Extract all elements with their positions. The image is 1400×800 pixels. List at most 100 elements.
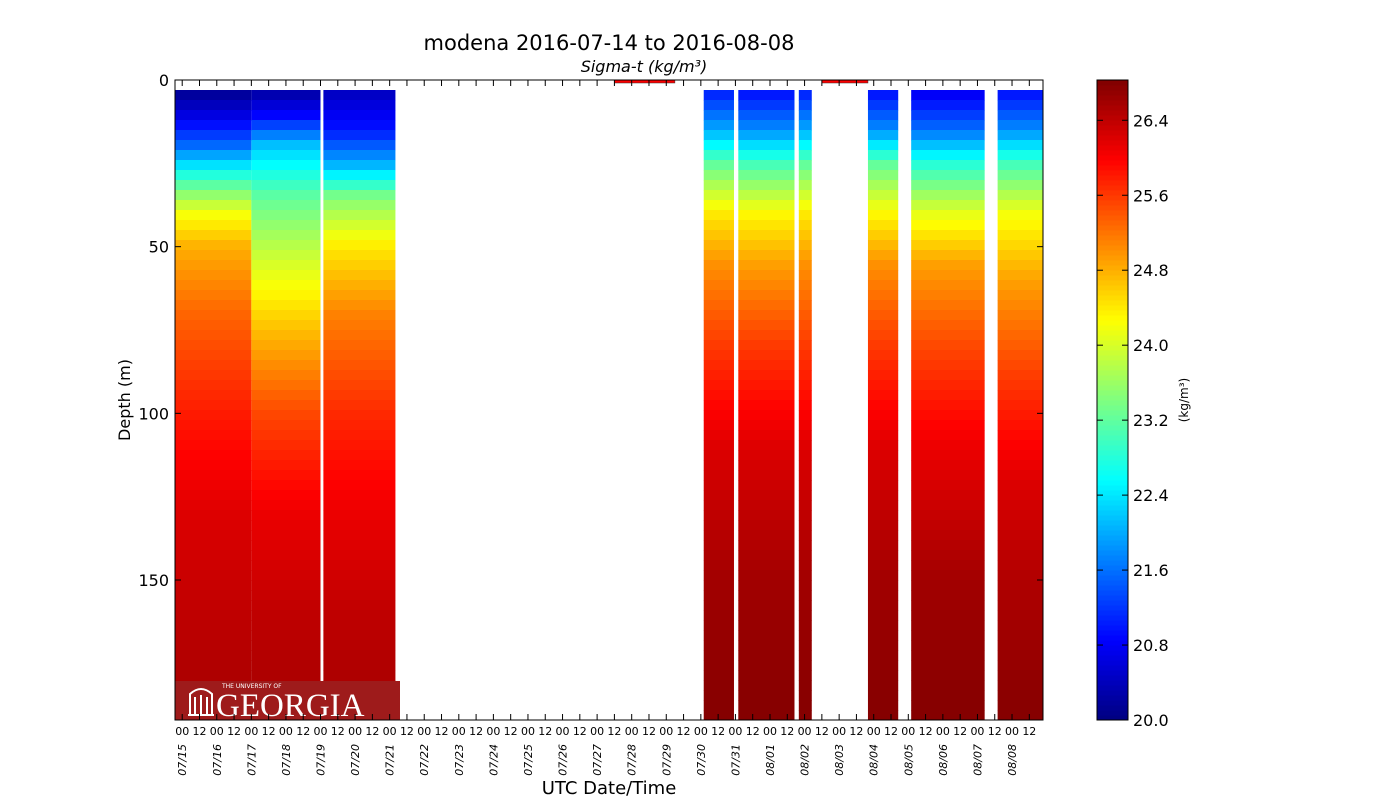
data-band bbox=[997, 550, 1043, 561]
colorbar-swatch bbox=[1097, 550, 1128, 556]
data-band bbox=[798, 380, 812, 391]
data-band bbox=[251, 600, 321, 611]
data-band bbox=[997, 130, 1043, 141]
data-band bbox=[251, 650, 321, 661]
data-band bbox=[867, 270, 899, 281]
data-band bbox=[997, 460, 1043, 471]
data-band bbox=[738, 370, 795, 381]
data-band bbox=[175, 170, 252, 181]
data-band bbox=[175, 360, 252, 371]
data-band bbox=[911, 560, 985, 571]
data-band bbox=[738, 190, 795, 201]
x-hour-label: 00 bbox=[417, 725, 431, 738]
data-band bbox=[798, 620, 812, 631]
colorbar-swatch bbox=[1097, 675, 1128, 681]
data-band bbox=[251, 280, 321, 291]
colorbar-tick-label: 24.8 bbox=[1133, 261, 1169, 280]
colorbar-swatch bbox=[1097, 185, 1128, 191]
data-band bbox=[997, 340, 1043, 351]
data-band bbox=[867, 120, 899, 131]
colorbar-swatch bbox=[1097, 705, 1128, 711]
x-date-label: 07/21 bbox=[384, 744, 397, 776]
data-band bbox=[997, 640, 1043, 651]
data-band bbox=[703, 270, 734, 281]
data-band bbox=[911, 160, 985, 171]
data-band bbox=[798, 510, 812, 521]
data-band bbox=[175, 540, 252, 551]
colorbar-frame bbox=[1096, 79, 1129, 721]
data-band bbox=[867, 580, 899, 591]
data-band bbox=[997, 160, 1043, 171]
data-band bbox=[911, 530, 985, 541]
data-band bbox=[703, 240, 734, 251]
data-band bbox=[867, 480, 899, 491]
data-band bbox=[251, 240, 321, 251]
data-band bbox=[323, 560, 396, 571]
data-band bbox=[798, 460, 812, 471]
colorbar-swatch bbox=[1097, 495, 1128, 501]
x-hour-label: 12 bbox=[677, 725, 691, 738]
data-band bbox=[997, 700, 1043, 711]
data-band bbox=[867, 560, 899, 571]
data-band bbox=[251, 140, 321, 151]
data-band bbox=[798, 690, 812, 701]
data-band bbox=[251, 410, 321, 421]
x-date-label: 07/23 bbox=[453, 744, 466, 776]
data-band bbox=[738, 270, 795, 281]
data-band bbox=[798, 220, 812, 231]
colorbar-swatch bbox=[1097, 275, 1128, 281]
data-band bbox=[323, 660, 396, 671]
colorbar-swatch bbox=[1097, 355, 1128, 361]
data-band bbox=[323, 90, 396, 101]
colorbar-swatch bbox=[1097, 260, 1128, 266]
colorbar-swatch bbox=[1097, 180, 1128, 186]
data-band bbox=[251, 180, 321, 191]
y-axis-label: Depth (m) bbox=[115, 359, 134, 441]
colorbar-swatch bbox=[1097, 480, 1128, 486]
data-band bbox=[703, 90, 734, 101]
data-band bbox=[175, 310, 252, 321]
data-band bbox=[251, 190, 321, 201]
data-band bbox=[738, 400, 795, 411]
data-band bbox=[251, 460, 321, 471]
data-band bbox=[175, 620, 252, 631]
data-band bbox=[867, 310, 899, 321]
data-band bbox=[703, 250, 734, 261]
data-band bbox=[911, 200, 985, 211]
colorbar-swatch bbox=[1097, 145, 1128, 151]
data-band bbox=[323, 600, 396, 611]
data-band bbox=[798, 260, 812, 271]
data-band bbox=[323, 570, 396, 581]
data-band bbox=[798, 540, 812, 551]
colorbar-swatch bbox=[1097, 425, 1128, 431]
colorbar-tick-label: 24.0 bbox=[1133, 336, 1169, 355]
data-band bbox=[997, 450, 1043, 461]
x-hour-label: 00 bbox=[521, 725, 535, 738]
colorbar-swatch bbox=[1097, 690, 1128, 696]
data-band bbox=[703, 330, 734, 341]
data-band bbox=[251, 530, 321, 541]
x-hour-label: 00 bbox=[1005, 725, 1019, 738]
data-band bbox=[323, 130, 396, 141]
data-band bbox=[997, 140, 1043, 151]
x-hour-label: 00 bbox=[936, 725, 950, 738]
x-hour-label: 12 bbox=[331, 725, 345, 738]
data-band bbox=[175, 350, 252, 361]
data-band bbox=[867, 210, 899, 221]
data-band bbox=[867, 620, 899, 631]
data-band bbox=[997, 310, 1043, 321]
colorbar-swatch bbox=[1097, 685, 1128, 691]
data-band bbox=[175, 480, 252, 491]
data-band bbox=[798, 560, 812, 571]
data-band bbox=[323, 350, 396, 361]
data-band bbox=[323, 410, 396, 421]
data-band bbox=[911, 100, 985, 111]
data-band bbox=[911, 290, 985, 301]
data-band bbox=[703, 210, 734, 221]
data-band bbox=[738, 710, 795, 721]
data-band bbox=[867, 290, 899, 301]
colorbar-swatch bbox=[1097, 555, 1128, 561]
data-band bbox=[738, 530, 795, 541]
data-band bbox=[738, 300, 795, 311]
data-band bbox=[323, 420, 396, 431]
